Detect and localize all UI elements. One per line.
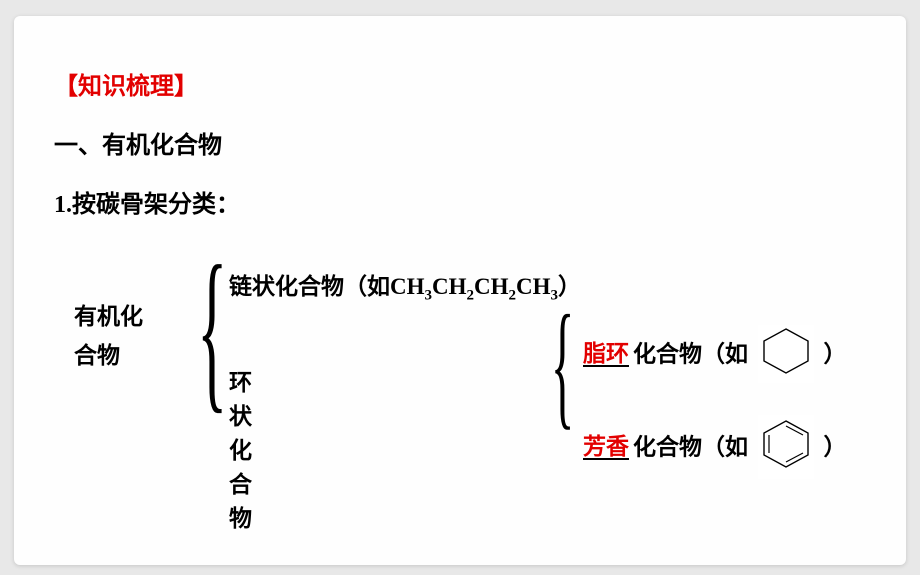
aromatic-suffix: ） [824,434,847,459]
alicyclic-suffix: ） [824,341,847,366]
aromatic-text: 化合物（如 [633,434,748,459]
aromatic-item: 芳香化合物（如 ） [579,417,847,481]
tree-root-label: 有机化 合物 [74,297,143,375]
ch-2: CH [474,274,509,299]
cyclohexane-icon [758,325,814,383]
alicyclic-item: 脂环化合物（如 ） [579,327,847,385]
fill-alicyclic: 脂环 [579,341,633,366]
fill-aromatic: 芳香 [579,434,633,459]
section-title: 一、有机化合物 [54,125,866,160]
benzene-icon [758,415,814,479]
sub-2b: 2 [509,288,517,304]
chain-prefix: 链状化合物（如CH [229,274,425,299]
alicyclic-text: 化合物（如 [633,341,748,366]
section-header: 【知识梳理】 [54,66,866,101]
root-line2: 合物 [74,343,120,368]
brace-level2: { [551,284,575,445]
root-line1: 有机化 [74,304,143,329]
sub-3a: 3 [425,288,433,304]
chain-compound-item: 链状化合物（如CH3CH2CH2CH3） [229,267,581,305]
ch-3: CH [516,274,551,299]
slide-page: 【知识梳理】 一、有机化合物 1.按碳骨架分类： 有机化 合物 { 链状化合物（… [14,16,906,565]
sub-2a: 2 [467,288,475,304]
ring-compound-label: 环状化合物 [229,363,252,533]
subsection-title: 1.按碳骨架分类： [54,184,866,219]
ch-1: CH [432,274,467,299]
brace-level1: { [197,225,227,432]
